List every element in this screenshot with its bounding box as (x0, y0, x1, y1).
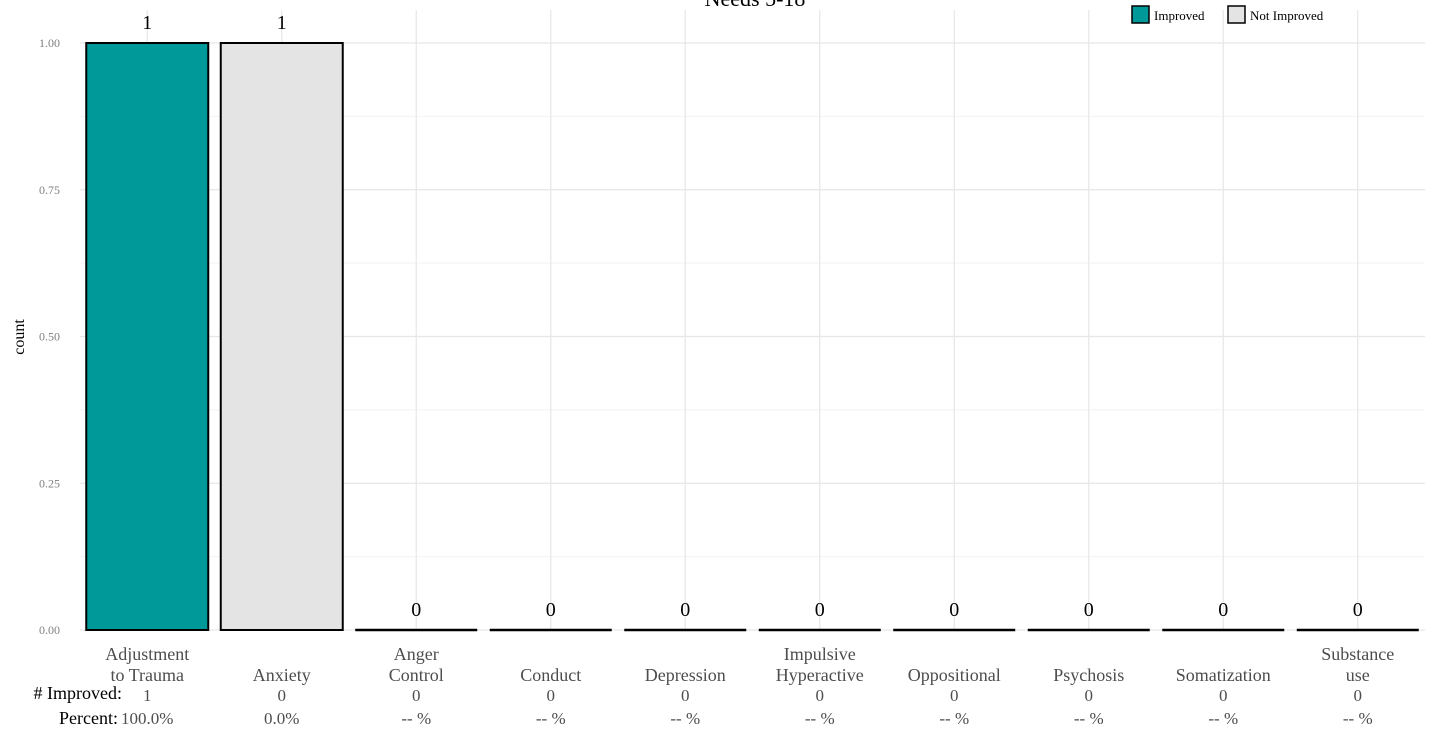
x-tick-label: Psychosis (1053, 665, 1124, 685)
improved-row-label: # Improved: (34, 683, 122, 703)
legend-swatch-not-improved (1227, 5, 1246, 24)
improved-percent: -- % (939, 709, 969, 728)
bar-value-label: 1 (277, 12, 287, 34)
improved-count: 0 (547, 686, 556, 705)
improved-count: 0 (1219, 686, 1228, 705)
bar-value-label: 0 (949, 599, 959, 621)
improved-count: 0 (950, 686, 959, 705)
improved-percent: 0.0% (264, 709, 299, 728)
x-tick-label: Impulsive (784, 644, 856, 664)
legend-label: Improved (1154, 8, 1205, 23)
improved-percent: -- % (670, 709, 700, 728)
improved-percent: -- % (1208, 709, 1238, 728)
legend-swatch-improved (1131, 5, 1150, 24)
improved-count: 0 (1354, 686, 1363, 705)
y-tick-label: 0.00 (39, 623, 60, 637)
bar-1 (219, 42, 344, 631)
x-tick-label: use (1346, 665, 1370, 685)
improved-percent: -- % (536, 709, 566, 728)
improved-count: 0 (278, 686, 287, 705)
improved-percent: -- % (1343, 709, 1373, 728)
improved-count: 0 (681, 686, 690, 705)
x-tick-label: to Trauma (110, 665, 184, 685)
y-tick-label: 1.00 (39, 36, 60, 50)
improved-count: 0 (1085, 686, 1094, 705)
x-tick-label: Somatization (1176, 665, 1271, 685)
x-tick-label: Substance (1321, 644, 1394, 664)
improved-count: 1 (143, 686, 152, 705)
bar-value-label: 0 (815, 599, 825, 621)
x-tick-label: Control (389, 665, 444, 685)
y-tick-label: 0.50 (39, 330, 60, 344)
improved-count: 0 (412, 686, 421, 705)
x-tick-label: Depression (645, 665, 726, 685)
bar-value-label: 0 (680, 599, 690, 621)
improved-percent: -- % (805, 709, 835, 728)
bar-value-label: 1 (142, 12, 152, 34)
x-tick-label: Anxiety (253, 665, 311, 685)
x-tick-label: Anger (394, 644, 439, 664)
y-tick-label: 0.75 (39, 183, 60, 197)
chart-title: Needs 5-18 (705, 0, 806, 11)
bar-value-label: 0 (1353, 599, 1363, 621)
improved-percent: 100.0% (121, 709, 173, 728)
bar-value-label: 0 (546, 599, 556, 621)
legend-label: Not Improved (1250, 8, 1324, 23)
bar-value-label: 0 (411, 599, 421, 621)
improved-percent: -- % (1074, 709, 1104, 728)
improved-count: 0 (816, 686, 825, 705)
x-tick-label: Hyperactive (776, 665, 864, 685)
bar-value-label: 0 (1084, 599, 1094, 621)
percent-row-label: Percent: (59, 708, 118, 728)
x-tick-label: Conduct (520, 665, 581, 685)
x-tick-label: Oppositional (908, 665, 1001, 685)
bar-value-label: 0 (1218, 599, 1228, 621)
improved-percent: -- % (401, 709, 431, 728)
y-axis-label: count (11, 319, 28, 355)
bar-0 (85, 42, 210, 631)
y-tick-label: 0.25 (39, 476, 60, 490)
x-tick-label: Adjustment (105, 644, 189, 664)
